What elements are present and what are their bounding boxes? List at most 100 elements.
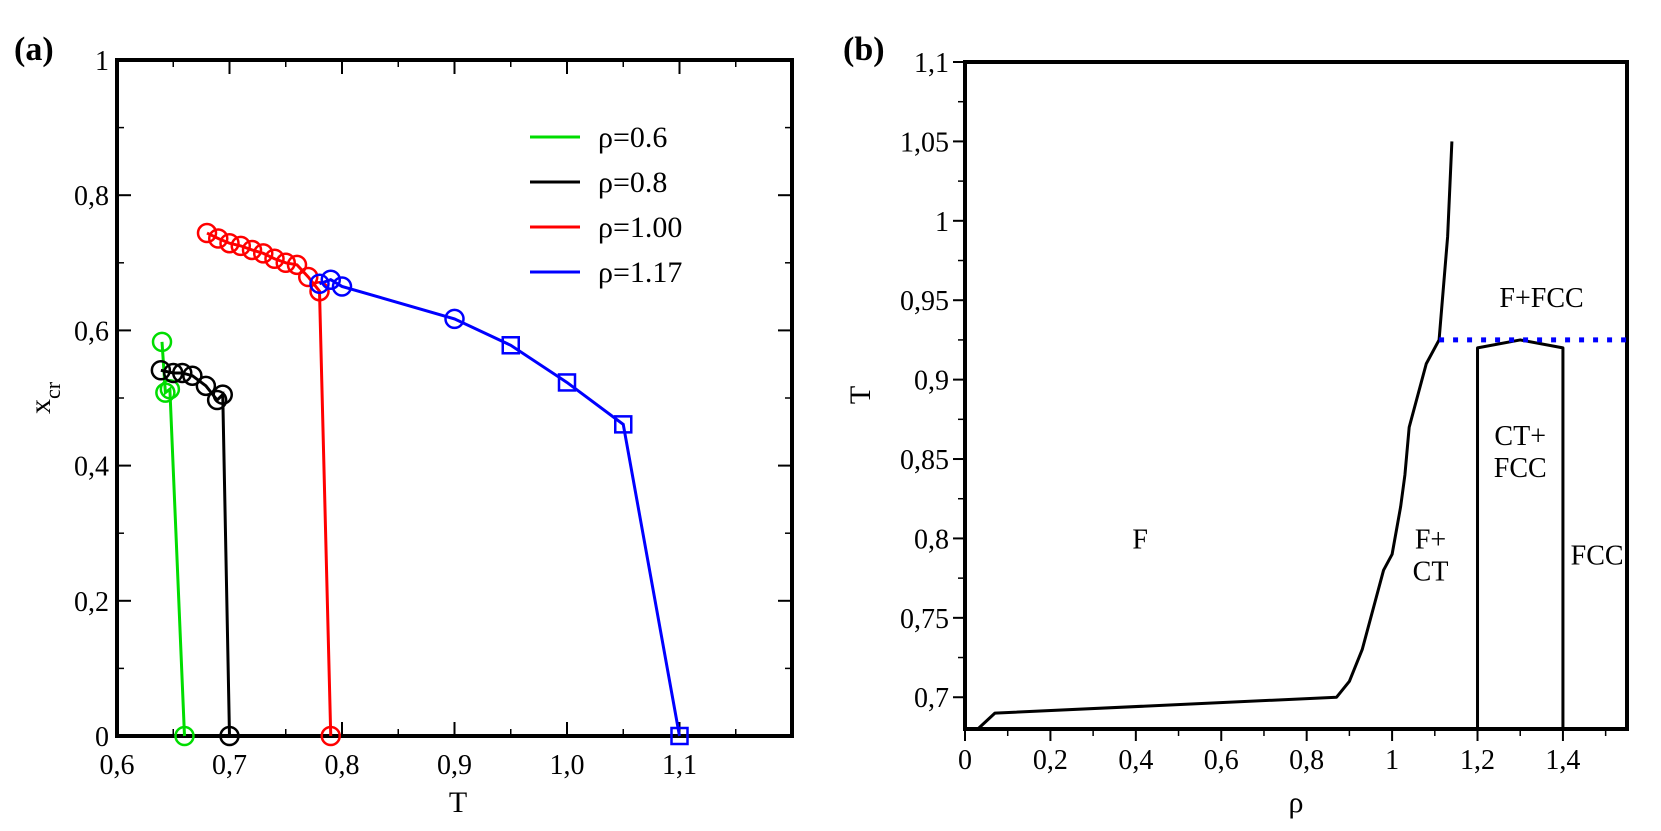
legend-label: ρ=1.17 [598,256,682,289]
x-tick-label: 0,6 [100,750,135,781]
data-point-circle [150,360,172,381]
data-point-circle [219,725,240,747]
y-tick-label: 1 [935,207,949,238]
data-point-circle [172,362,193,384]
x-tick-label: 0,7 [212,750,247,781]
region-label: F [1132,524,1148,555]
panel-b-chart: (b) 0 0,2 0,4 0,6 0,8 1 1,2 1,4 0,7 0,75 0,8 0,85 0,… [843,31,1629,819]
data-point-circle [275,252,296,274]
x-tick-label: 0,2 [1033,745,1068,776]
x-tick-label: 0,6 [1204,745,1239,776]
data-point-circle [212,384,233,405]
x-tick-label: 0,8 [1289,745,1324,776]
data-point-circle [444,308,465,330]
panel-a-x-axis-title: T [449,786,467,819]
data-point-circle [163,362,184,384]
panel-a-y-axis-title: xcr [24,381,65,414]
data-point-circle [182,365,203,386]
panel-b-ticks: 0 0,2 0,4 0,6 0,8 1 1,2 1,4 0,7 0,75 0,8 0,85 0,9 0,9… [900,48,1607,776]
data-point-circle [195,375,217,397]
y-tick-label: 0,85 [900,445,949,476]
x-tick-label: 0,8 [325,750,360,781]
legend-label: ρ=1.00 [598,211,682,244]
data-point-square [670,726,689,746]
y-tick-label: 0,95 [900,286,949,317]
x-tick-label: 0,4 [1118,745,1153,776]
phase-boundary-line [976,141,1454,731]
series-group [309,269,689,746]
region-label-line: FCC [1571,540,1624,571]
region-label-line: F+FCC [1499,283,1583,314]
y-tick-label: 1 [95,46,109,77]
data-point-square [557,373,577,392]
y-tick-label: 0,6 [74,316,109,347]
x-tick-label: 0,9 [437,750,472,781]
data-point-square [614,415,633,434]
series-line [160,341,186,737]
data-point-circle [206,389,228,411]
region-label: CT+ FCC [1494,421,1547,484]
data-point-circle [331,276,353,297]
panel-b-plot-frame [963,60,1629,731]
panel-b-phase-boundaries [976,141,1627,731]
series-group [151,331,195,747]
data-point-circle [253,243,274,264]
series-group [150,360,240,747]
data-point-circle [230,235,251,257]
data-point-circle [196,222,218,244]
data-point-circle [208,228,229,249]
legend-label: ρ=0.6 [598,121,667,154]
region-label: F+ CT [1413,524,1449,587]
legend-label: ρ=0.8 [598,166,667,199]
y-tick-label: 0,8 [914,524,949,555]
region-label-line: CT [1413,556,1449,587]
region-label: FCC [1571,540,1624,571]
panel-b-y-axis-title: T [844,386,877,404]
panel-a-legend: ρ=0.6 ρ=0.8 ρ=1.00 ρ=1.17 [530,121,682,289]
data-point-circle [320,725,341,747]
y-tick-label: 0,75 [900,604,949,635]
phase-boundary-line [1476,338,1565,729]
region-label-line: F+ [1415,524,1446,555]
y-tick-label: 0,8 [74,181,109,212]
data-point-circle [219,232,240,254]
data-point-circle [174,725,195,747]
x-tick-label: 1,2 [1460,745,1495,776]
panel-a-label: (a) [14,31,54,68]
region-label-line: F [1132,524,1148,555]
region-label-line: CT+ [1494,421,1546,452]
y-tick-label: 1,05 [900,127,949,158]
data-point-circle [320,269,341,290]
svg-text:xcr: xcr [24,381,65,414]
y-axis-title-main: x [24,399,57,414]
y-tick-label: 0,7 [914,683,949,714]
data-point-circle [309,273,330,295]
y-tick-label: 1,1 [914,48,949,79]
region-label-line: FCC [1494,453,1547,484]
x-tick-label: 1,1 [662,750,697,781]
y-tick-label: 0 [95,722,109,753]
x-tick-label: 1,4 [1545,745,1580,776]
x-tick-label: 1,0 [550,750,585,781]
data-point-circle [264,248,285,269]
panel-a-chart: (a) 0,6 0,7 0,8 0,9 1,0 1,1 0 0,2 0,4 0,6 0,8 1 ρ=0… [14,31,794,819]
x-tick-label: 0 [958,745,972,776]
panel-a-ticks: 0,6 0,7 0,8 0,9 1,0 1,1 0 0,2 0,4 0,6 0,8 1 [74,46,792,781]
x-tick-label: 1 [1385,745,1399,776]
panel-b-label: (b) [843,31,885,68]
y-tick-label: 0,2 [74,587,109,618]
data-point-circle [155,382,176,403]
data-point-square [501,336,520,355]
data-point-circle [298,266,319,288]
y-tick-label: 0,9 [914,366,949,397]
series-line [318,278,681,737]
data-point-circle [151,331,173,353]
region-label: F+FCC [1499,283,1583,314]
data-point-circle [241,239,263,261]
panel-b-x-axis-title: ρ [1289,786,1304,819]
series-group [196,222,341,747]
y-tick-label: 0,4 [74,452,109,483]
data-point-circle [286,254,308,276]
